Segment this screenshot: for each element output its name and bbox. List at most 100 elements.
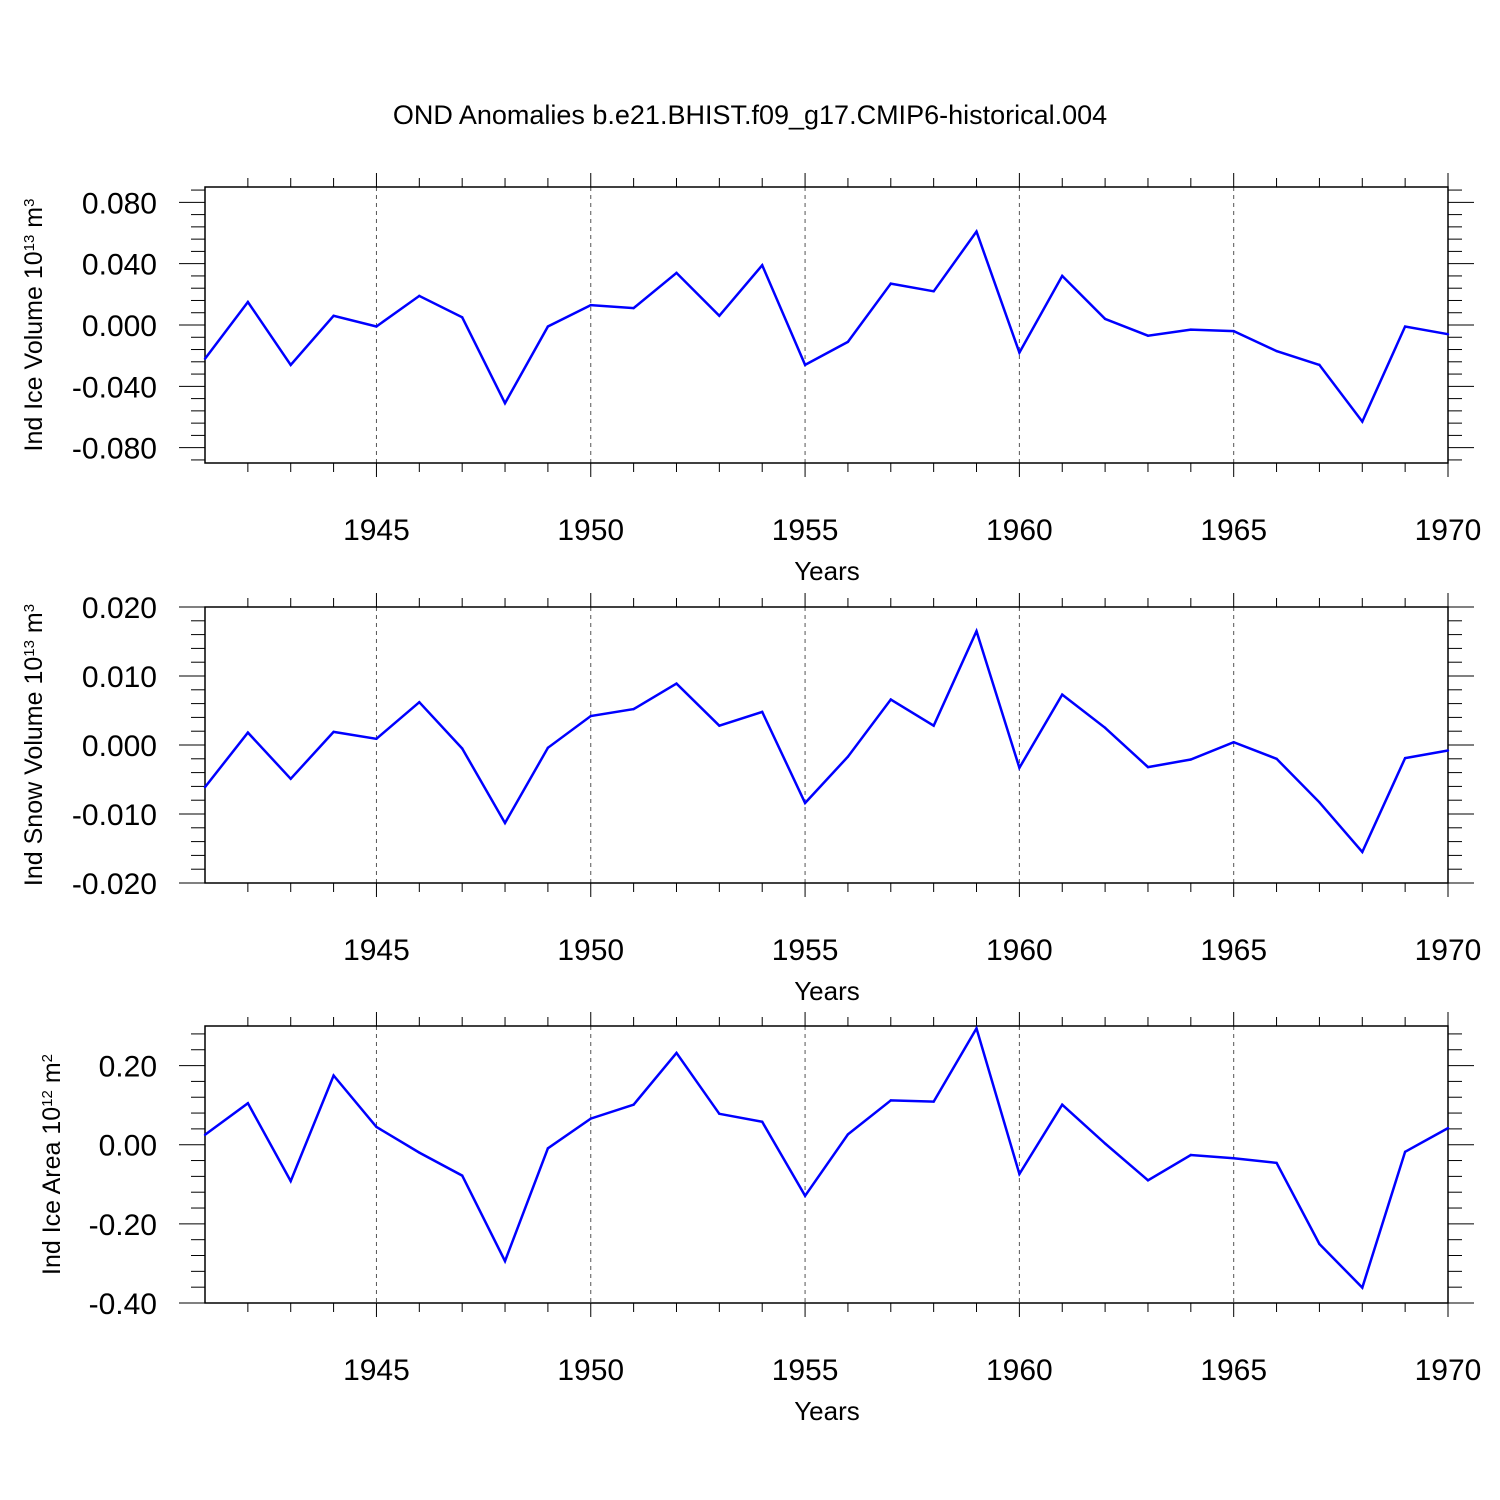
data-point: [503, 402, 507, 405]
y-tick-label: -0.40: [89, 1288, 157, 1321]
data-point: [1061, 1103, 1064, 1106]
data-point: [203, 785, 207, 789]
data-point: [289, 1179, 292, 1183]
data-point: [1446, 1126, 1450, 1130]
y-axis-label-text: Ind Snow Volume 10: [20, 657, 48, 886]
x-tick-label: 1965: [1200, 934, 1267, 967]
panel-2: 0.020 0.010 0.000 -0.010 -0.020 1945 1950 1955 1…: [20, 592, 1481, 1006]
data-point: [889, 1099, 892, 1102]
data-point: [1361, 850, 1364, 854]
y-axis-label-superscript: 2: [39, 1054, 56, 1062]
data-point: [1018, 351, 1021, 354]
data-point: [1318, 363, 1321, 367]
data-point: [1446, 333, 1450, 336]
x-tick-label: 1965: [1200, 514, 1267, 547]
x-tick-label: 1970: [1415, 1354, 1482, 1387]
data-point: [1446, 749, 1450, 752]
data-point: [975, 1027, 978, 1030]
data-point: [418, 294, 421, 298]
data-point: [803, 1194, 807, 1197]
data-point: [203, 1133, 207, 1137]
x-tick-label: 1945: [343, 1354, 410, 1387]
data-point: [1232, 1156, 1235, 1160]
data-point: [332, 1074, 335, 1077]
data-point: [503, 1259, 507, 1263]
data-point: [1275, 757, 1278, 760]
data-point: [675, 1051, 678, 1055]
chart-title: OND Anomalies b.e21.BHIST.f09_g17.CMIP6-…: [393, 100, 1107, 130]
data-point: [932, 290, 935, 293]
y-tick-label: 0.20: [99, 1051, 157, 1084]
data-point: [1189, 758, 1193, 761]
data-point: [1318, 801, 1321, 804]
data-point: [846, 755, 850, 758]
data-point: [1103, 317, 1107, 321]
y-axis-label-text: m: [20, 612, 48, 640]
y-tick-label: -0.080: [72, 433, 157, 466]
x-tick-label: 1950: [557, 1354, 624, 1387]
series-line: [204, 1025, 1449, 1290]
data-point: [761, 1120, 764, 1123]
data-point: [1189, 328, 1193, 331]
y-tick-label: 0.040: [82, 249, 157, 282]
y-axis-label-text: m: [38, 1062, 66, 1090]
panel-3: 0.20 0.00 -0.20 -0.40 1945 1950 1955 1960 1965 19…: [38, 1012, 1481, 1426]
y-tick-label: 0.000: [82, 310, 157, 343]
y-axis-label-text: Ind Ice Volume 10: [20, 251, 48, 451]
panel-1: 0.080 0.040 0.000 -0.040 -0.080 1945 1950 1955 1…: [20, 173, 1481, 586]
y-tick-label: -0.20: [89, 1209, 157, 1242]
series-line: [204, 228, 1449, 425]
x-tick-label: 1960: [986, 934, 1053, 967]
data-point: [332, 314, 335, 317]
data-point: [1146, 1179, 1150, 1182]
y-axis-label-text: m: [20, 207, 48, 235]
y-axis-label: Ind Ice Area 1012 m2: [38, 1054, 66, 1275]
data-point: [932, 724, 935, 727]
data-point: [675, 682, 678, 685]
data-point: [632, 1103, 635, 1106]
data-point: [289, 363, 292, 367]
x-axis-label: Years: [794, 556, 860, 586]
data-point: [1275, 349, 1278, 353]
data-point: [1232, 329, 1235, 333]
y-tick-label: 0.080: [82, 187, 157, 220]
data-point: [1403, 756, 1407, 760]
data-point: [1103, 726, 1107, 729]
x-tick-label: 1945: [343, 514, 410, 547]
data-point: [632, 707, 635, 711]
y-axis-label-superscript: 3: [21, 199, 38, 207]
data-point: [1232, 741, 1235, 744]
plot-frame: [204, 606, 1449, 884]
data-point: [1403, 325, 1407, 328]
data-point: [1018, 1172, 1021, 1176]
data-point: [889, 698, 892, 701]
data-point: [203, 357, 207, 360]
data-point: [418, 701, 421, 704]
data-point: [975, 629, 978, 633]
data-point: [246, 1101, 250, 1105]
data-point: [1146, 334, 1150, 337]
data-point: [846, 340, 850, 344]
data-point: [246, 731, 250, 734]
data-point: [1061, 693, 1064, 696]
x-tick-label: 1955: [772, 934, 839, 967]
data-point: [1275, 1161, 1278, 1165]
x-tick-label: 1950: [557, 514, 624, 547]
data-point: [1403, 1150, 1407, 1154]
y-tick-label: -0.010: [72, 799, 157, 832]
data-point: [889, 282, 892, 285]
data-point: [1018, 766, 1021, 769]
x-axis-label: Years: [794, 976, 860, 1006]
data-point: [289, 777, 292, 781]
y-axis-label: Ind Snow Volume 1013 m3: [20, 604, 48, 886]
plot-frame: [204, 186, 1449, 464]
data-point: [375, 325, 378, 328]
data-point: [503, 821, 507, 825]
x-tick-label: 1970: [1415, 514, 1482, 547]
y-tick-label: -0.040: [72, 371, 157, 404]
data-point: [632, 306, 635, 310]
y-axis-label: Ind Ice Volume 1013 m3: [20, 199, 48, 452]
data-point: [460, 1174, 464, 1177]
data-point: [803, 363, 807, 367]
